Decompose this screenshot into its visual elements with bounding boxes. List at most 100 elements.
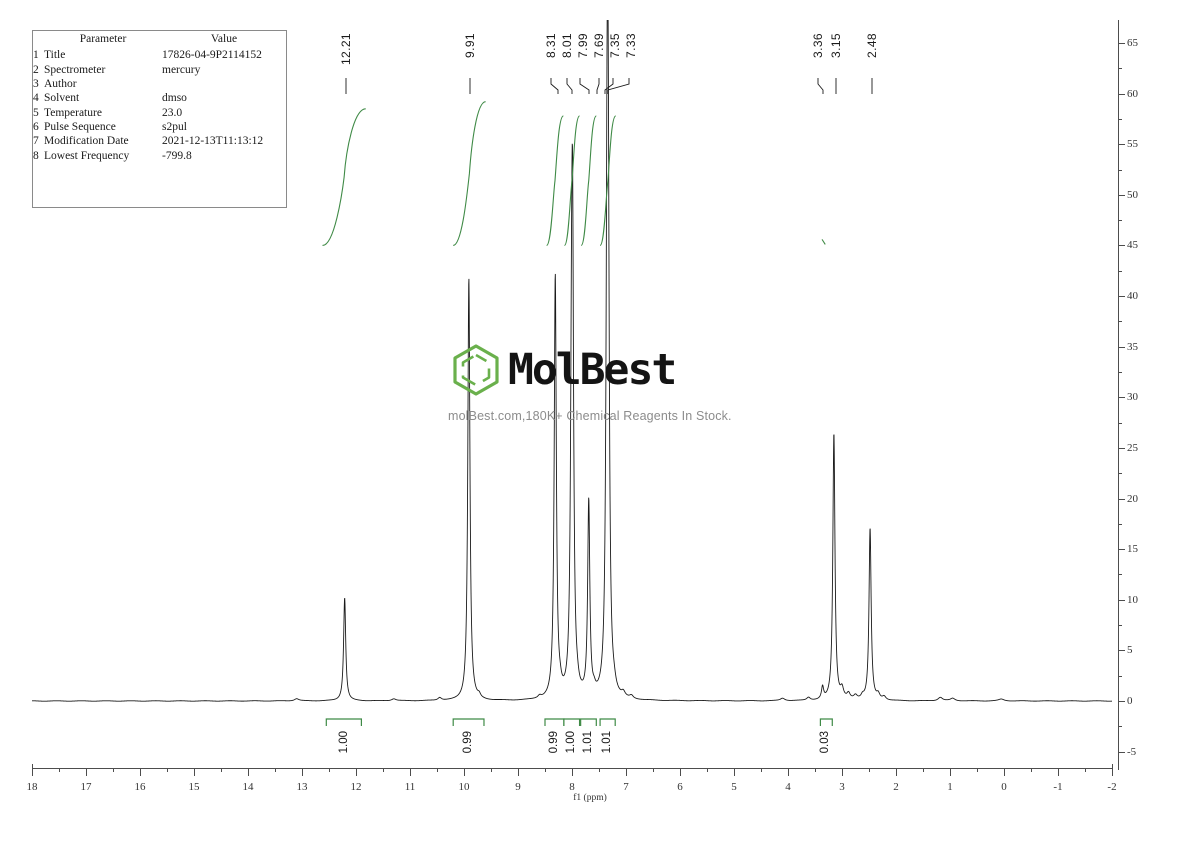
integral-bracket <box>544 718 565 726</box>
y-axis-tick-label: -5 <box>1127 745 1137 758</box>
y-axis-tick-major <box>1118 751 1125 753</box>
y-axis-tick-label: 60 <box>1127 87 1138 100</box>
x-axis-tick-minor <box>1031 768 1032 772</box>
x-axis-title: f1 (ppm) <box>573 793 607 803</box>
integral-curve <box>821 239 826 245</box>
x-axis-tick-label: 18 <box>26 781 38 793</box>
y-axis-tick-label: 0 <box>1127 695 1133 707</box>
integral-curve <box>322 108 366 247</box>
parameter-table-header-value: Value <box>210 33 238 45</box>
x-axis-tick-minor <box>329 768 330 772</box>
y-axis-tick-major <box>1118 93 1125 95</box>
parameter-table-body: 1 Title 17826-04-9P2114152 2 Spectrometer mer… <box>33 48 286 163</box>
y-axis-tick-minor <box>1118 118 1122 120</box>
integral-curve <box>599 115 617 247</box>
y-axis-tick-minor <box>1118 321 1122 323</box>
integral-curve <box>452 101 486 247</box>
x-axis-endcap <box>1112 764 1113 769</box>
y-axis-tick-label: 65 <box>1127 37 1138 49</box>
parameter-row-index: 1 <box>33 49 39 62</box>
parameter-row-index: 4 <box>33 92 39 105</box>
x-axis-tick-minor <box>599 768 600 772</box>
parameter-row-name: Modification Date <box>44 135 129 148</box>
x-axis-tick-label: 10 <box>458 781 470 793</box>
parameter-row-name: Pulse Sequence <box>44 121 116 134</box>
y-axis-tick-label: 30 <box>1127 391 1138 404</box>
x-axis-tick-minor <box>383 768 384 772</box>
y-axis-tick-major <box>1118 346 1125 348</box>
y-axis-tick-label: 55 <box>1127 138 1138 151</box>
x-axis-tick-major <box>32 768 33 776</box>
x-axis-tick-major <box>140 768 141 776</box>
y-axis-tick-minor <box>1118 523 1122 525</box>
y-axis-tick-label: 10 <box>1127 593 1138 606</box>
parameter-row-index: 5 <box>33 106 39 119</box>
x-axis-tick-label: -1 <box>1053 781 1063 793</box>
parameter-row: 4 Solvent dmso <box>33 91 286 105</box>
integral-curve <box>580 115 597 247</box>
parameter-row-index: 6 <box>33 121 39 134</box>
x-axis-tick-major <box>356 768 357 776</box>
x-axis-tick-major <box>680 768 681 776</box>
peak-label: 8.01 <box>560 33 574 58</box>
y-axis-tick-minor <box>1118 372 1122 373</box>
x-axis-tick-major <box>194 768 195 776</box>
peak-label: 3.15 <box>829 33 843 58</box>
x-axis-tick-major <box>572 768 573 776</box>
integral-value-label: 1.01 <box>581 731 594 754</box>
x-axis-tick-major <box>896 768 897 776</box>
x-axis-tick-major <box>248 768 249 776</box>
parameter-row-index: 7 <box>33 135 39 148</box>
y-axis-tick-label: 25 <box>1127 441 1138 454</box>
y-axis-tick-label: 15 <box>1127 543 1138 556</box>
integral-value-label: 1.00 <box>337 731 350 754</box>
x-axis-tick-label: 4 <box>785 781 791 793</box>
parameter-row: 2 Spectrometer mercury <box>33 62 286 76</box>
x-axis-tick-label: 8 <box>569 781 575 793</box>
peak-label: 8.31 <box>544 33 558 58</box>
parameter-row-index: 2 <box>33 63 39 76</box>
y-axis-line <box>1118 20 1119 770</box>
y-axis-tick-major <box>1118 296 1125 298</box>
hexagon-logo-icon <box>453 344 499 396</box>
x-axis-tick-label: 9 <box>515 781 521 793</box>
x-axis-tick-minor <box>923 768 924 772</box>
integral-bracket <box>599 718 616 726</box>
peak-label: 7.69 <box>592 33 606 58</box>
y-axis-tick-label: 20 <box>1127 492 1138 505</box>
peak-label: 3.36 <box>811 33 825 58</box>
y-axis-tick-label: 40 <box>1127 290 1138 303</box>
integral-brackets <box>325 718 833 726</box>
x-axis-tick-major <box>842 768 843 776</box>
parameter-row: 8 Lowest Frequency -799.8 <box>33 149 286 163</box>
integral-bracket <box>580 718 597 726</box>
parameter-row: 5 Temperature 23.0 <box>33 106 286 120</box>
parameter-row-index: 3 <box>33 77 39 90</box>
y-axis-tick-major <box>1118 447 1125 449</box>
y-axis-tick-label: 35 <box>1127 340 1138 353</box>
integral-bracket <box>452 718 485 726</box>
parameter-row-value: mercury <box>162 63 201 76</box>
x-axis-tick-major <box>1004 768 1005 776</box>
y-axis-tick-major <box>1118 144 1125 146</box>
x-axis-tick-minor <box>1085 768 1086 772</box>
peak-label: 9.91 <box>463 33 477 58</box>
y-axis-tick-major <box>1118 549 1125 551</box>
parameter-row-name: Spectrometer <box>44 63 106 76</box>
x-axis-tick-label: 17 <box>80 781 92 793</box>
peak-label: 7.99 <box>576 33 590 58</box>
integral-bracket <box>563 718 581 726</box>
x-axis-tick-minor <box>491 768 492 772</box>
parameter-row-index: 8 <box>33 149 39 162</box>
parameter-table-header-parameter: Parameter <box>79 33 127 45</box>
parameter-row-value: 2021-12-13T11:13:12 <box>162 135 264 148</box>
x-axis-tick-minor <box>167 768 168 772</box>
x-axis-tick-label: 11 <box>404 781 416 793</box>
integral-value-label: 0.99 <box>548 731 561 754</box>
parameter-table-header-row: Parameter Value <box>33 31 286 48</box>
x-axis-tick-major <box>734 768 735 776</box>
x-axis-tick-major <box>1058 768 1059 776</box>
peak-label: 12.21 <box>339 33 353 66</box>
x-axis-endcap <box>32 764 33 769</box>
